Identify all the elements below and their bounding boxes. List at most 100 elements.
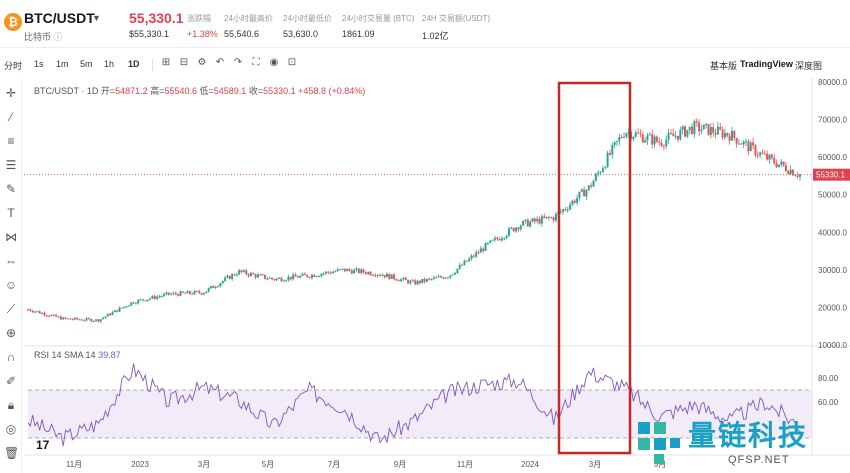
- rsi-line: [27, 363, 801, 447]
- pattern-icon[interactable]: ⋈: [5, 230, 17, 244]
- stat-value: 1861.09: [342, 29, 375, 39]
- candle-body: [421, 278, 424, 284]
- candle-type-icon[interactable]: ⊞: [161, 57, 171, 68]
- candle-body: [414, 280, 417, 285]
- candle-body: [531, 218, 534, 222]
- ruler-icon[interactable]: ⟋: [6, 302, 16, 316]
- expand-icon[interactable]: ⊡: [287, 57, 297, 68]
- chevron-down-icon[interactable]: ▼: [92, 13, 101, 23]
- candle-body: [719, 126, 722, 130]
- redo-icon[interactable]: ↷: [233, 57, 243, 68]
- candle-body: [569, 204, 572, 210]
- candle-body: [529, 221, 532, 227]
- view-tab-0[interactable]: 基本版: [710, 61, 738, 71]
- eye-icon[interactable]: ◎: [5, 422, 17, 436]
- candle-body: [639, 133, 642, 135]
- current-price-tag: [813, 168, 850, 181]
- candle-body: [125, 306, 128, 308]
- stat-value: 1.02亿: [422, 31, 449, 41]
- candle-body: [233, 274, 236, 276]
- candle-body: [674, 135, 677, 137]
- candle-body: [573, 200, 576, 203]
- candle-body: [296, 276, 299, 278]
- candle-body: [735, 137, 738, 144]
- crosshair-icon[interactable]: ✛: [5, 86, 17, 100]
- emoji-icon[interactable]: ☺: [4, 278, 18, 292]
- measure-icon[interactable]: ⇔: [5, 254, 17, 268]
- text-icon[interactable]: T: [7, 206, 15, 220]
- interval-0[interactable]: 分时: [4, 61, 23, 71]
- time-tick-label: 3月: [198, 460, 210, 469]
- pair-selector[interactable]: BTC/USDT: [24, 10, 95, 26]
- candle-body: [275, 278, 278, 281]
- candle-body: [489, 240, 492, 243]
- candle-body: [83, 320, 86, 322]
- interval-5[interactable]: 1D: [128, 59, 140, 69]
- horizontal-lines-icon[interactable]: ≡: [7, 134, 15, 148]
- candle-body: [500, 238, 503, 241]
- candle-body: [580, 189, 583, 192]
- candle-body: [482, 248, 485, 251]
- time-tick-label: 2024: [521, 460, 539, 469]
- watermark-logo-icon: [638, 422, 680, 464]
- candle-body: [76, 317, 79, 320]
- fib-icon[interactable]: ☰: [5, 158, 17, 172]
- fullscreen-icon[interactable]: ⛶: [252, 57, 260, 68]
- candle-body: [172, 292, 175, 294]
- candle-body: [390, 274, 393, 279]
- candle-body: [660, 142, 663, 146]
- trash-icon[interactable]: 🗑︎: [4, 446, 20, 460]
- rsi-label: RSI 14 SMA 14: [34, 350, 96, 360]
- rsi-value: 39.87: [98, 350, 121, 360]
- view-tab-1[interactable]: TradingView: [740, 59, 793, 69]
- lock-icon[interactable]: 🔒︎: [7, 398, 15, 412]
- candle-body: [505, 235, 508, 239]
- candle-body: [177, 294, 180, 296]
- indicator-icon[interactable]: ⊟: [179, 57, 189, 68]
- candle-body: [303, 273, 306, 275]
- settings-icon[interactable]: ⚙: [197, 57, 207, 68]
- interval-1[interactable]: 1s: [34, 59, 44, 69]
- camera-icon[interactable]: ◉: [269, 57, 279, 68]
- candle-body: [73, 317, 76, 320]
- candle-body: [468, 258, 471, 262]
- view-tab-2[interactable]: 深度图: [795, 61, 823, 71]
- magnet-icon[interactable]: ∩: [6, 350, 16, 364]
- candle-body: [167, 292, 170, 295]
- candle-body: [205, 291, 208, 294]
- candle-body: [85, 318, 88, 321]
- price-tick-label: 50000.0: [818, 191, 847, 200]
- candle-body: [378, 274, 381, 276]
- zoom-icon[interactable]: ⊕: [5, 326, 17, 340]
- candle-body: [536, 218, 539, 222]
- candle-body: [289, 276, 292, 280]
- legend-low: 54589.1: [213, 86, 247, 96]
- info-icon[interactable]: ⓘ: [53, 32, 63, 42]
- brush-icon[interactable]: ✎: [5, 182, 17, 196]
- interval-3[interactable]: 5m: [80, 59, 93, 69]
- candle-body: [397, 280, 400, 282]
- candle-body: [688, 126, 691, 131]
- undo-icon[interactable]: ↶: [215, 57, 225, 68]
- candle-body: [766, 153, 769, 160]
- candle-body: [332, 271, 335, 274]
- candle-body: [97, 319, 100, 322]
- candle-body: [780, 161, 783, 165]
- candle-body: [411, 280, 414, 282]
- candle-body: [343, 268, 346, 272]
- interval-4[interactable]: 1h: [104, 59, 115, 69]
- candle-body: [381, 275, 384, 277]
- pencil-lock-icon[interactable]: ✐: [5, 374, 17, 388]
- candle-body: [447, 277, 450, 279]
- candle-body: [50, 315, 53, 317]
- candle-body: [601, 168, 604, 173]
- candle-body: [646, 135, 649, 141]
- price-tick-label: 80000.0: [818, 78, 847, 87]
- candle-body: [376, 274, 379, 276]
- candle-body: [752, 142, 755, 146]
- trend-line-icon[interactable]: ⁄: [9, 110, 12, 124]
- candle-body: [27, 309, 29, 311]
- interval-2[interactable]: 1m: [56, 59, 69, 69]
- candle-body: [348, 268, 351, 271]
